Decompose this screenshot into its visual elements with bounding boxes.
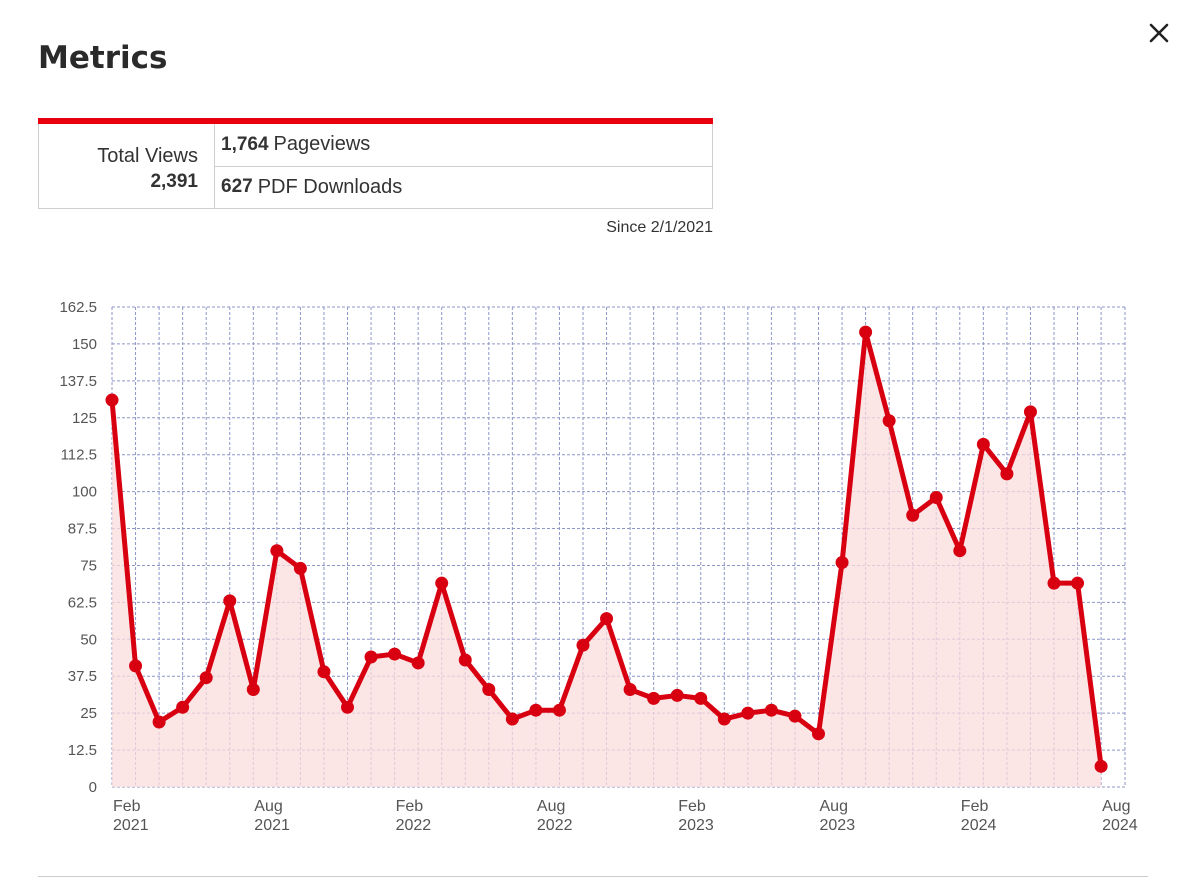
- views-breakdown: 1,764 Pageviews 627 PDF Downloads: [215, 124, 712, 208]
- data-point: [223, 594, 237, 608]
- x-tick-label: Aug 2024: [1102, 798, 1138, 834]
- data-point: [600, 612, 614, 626]
- pageviews-value: 1,764: [221, 133, 269, 155]
- pageviews-label: Pageviews: [273, 133, 371, 156]
- total-views-label: Total Views: [97, 145, 198, 167]
- data-point: [882, 414, 896, 428]
- data-point: [364, 650, 378, 664]
- data-point: [152, 715, 166, 729]
- data-point: [670, 688, 684, 702]
- x-tick-label: Aug 2021: [254, 798, 290, 834]
- data-point: [388, 647, 402, 661]
- data-point: [1094, 759, 1108, 773]
- y-tick-label: 137.5: [59, 373, 97, 390]
- summary-table: Total Views 2,391 1,764 Pageviews 627 PD…: [38, 124, 713, 209]
- data-point: [270, 544, 284, 558]
- data-point: [835, 556, 849, 570]
- data-point: [976, 437, 990, 451]
- total-views-value: 2,391: [150, 171, 198, 192]
- data-point: [694, 691, 708, 705]
- data-point: [647, 691, 661, 705]
- downloads-label: PDF Downloads: [257, 175, 403, 198]
- y-tick-label: 0: [89, 779, 97, 796]
- data-point: [246, 683, 260, 697]
- since-date: Since 2/1/2021: [606, 219, 713, 236]
- divider: [38, 876, 1148, 877]
- y-tick-label: 12.5: [68, 742, 97, 759]
- data-point: [529, 703, 543, 717]
- x-tick-label: Feb 2021: [113, 798, 149, 834]
- data-point: [764, 703, 778, 717]
- x-tick-label: Aug 2022: [537, 798, 573, 834]
- data-point: [1023, 405, 1037, 419]
- y-tick-label: 62.5: [68, 594, 97, 611]
- metrics-summary: Total Views 2,391 1,764 Pageviews 627 PD…: [38, 118, 713, 209]
- data-point: [129, 659, 143, 673]
- data-point: [812, 727, 825, 741]
- downloads-value: 627: [221, 176, 253, 198]
- total-views-cell: Total Views 2,391: [39, 124, 215, 208]
- data-point: [505, 712, 519, 726]
- data-point: [105, 393, 119, 407]
- y-tick-label: 87.5: [68, 521, 97, 538]
- x-tick-label: Feb 2023: [678, 798, 714, 834]
- data-point: [458, 653, 472, 667]
- data-point: [741, 706, 755, 720]
- data-point: [317, 665, 331, 679]
- data-point: [717, 712, 731, 726]
- data-point: [435, 576, 449, 590]
- y-tick-label: 37.5: [68, 668, 97, 685]
- data-point: [199, 671, 213, 685]
- data-point: [906, 508, 920, 522]
- y-tick-label: 125: [72, 410, 97, 427]
- data-point: [411, 656, 425, 670]
- close-button[interactable]: [1142, 16, 1176, 50]
- data-point: [341, 700, 354, 714]
- y-tick-label: 150: [72, 336, 97, 353]
- data-point: [482, 683, 496, 697]
- data-point: [1071, 576, 1085, 590]
- data-point: [1000, 467, 1014, 481]
- page-title: Metrics: [38, 40, 168, 76]
- y-tick-label: 75: [80, 557, 97, 574]
- y-tick-label: 112.5: [61, 447, 97, 464]
- data-point: [953, 544, 967, 558]
- y-tick-label: 50: [80, 631, 97, 648]
- x-tick-label: Aug 2023: [820, 798, 856, 834]
- x-tick-label: Feb 2024: [961, 798, 997, 834]
- data-point: [859, 325, 873, 339]
- data-point: [552, 703, 566, 717]
- pageviews-row: 1,764 Pageviews: [215, 124, 712, 167]
- views-chart: 0 12.5 25 37.5 50 62.5 75 87.5 100 112.5 125 137.5 1…: [59, 299, 1138, 834]
- data-point: [929, 491, 943, 505]
- data-point: [176, 700, 190, 714]
- data-point: [623, 683, 637, 697]
- data-point: [576, 638, 590, 652]
- data-point: [293, 561, 307, 575]
- data-point: [1047, 576, 1061, 590]
- y-tick-label: 100: [72, 484, 97, 501]
- data-point: [788, 709, 802, 723]
- x-tick-label: Feb 2022: [396, 798, 432, 834]
- y-tick-label: 162.5: [59, 299, 97, 316]
- series-area: [112, 332, 1102, 787]
- y-tick-label: 25: [80, 705, 97, 722]
- close-icon: [1149, 23, 1169, 43]
- downloads-row: 627 PDF Downloads: [215, 167, 712, 209]
